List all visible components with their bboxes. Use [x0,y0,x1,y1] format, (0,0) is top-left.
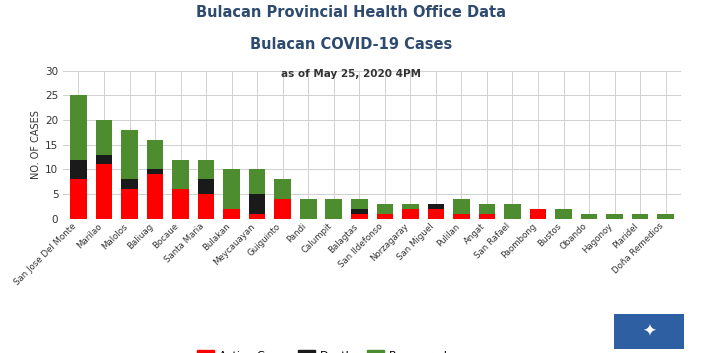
Bar [479,214,495,219]
Bar [95,164,112,219]
Bar [657,214,674,219]
Bar [70,179,87,219]
Bar [95,155,112,164]
Bar [530,209,546,219]
Bar [198,194,214,219]
Bar [147,169,164,174]
Bar [274,199,291,219]
Bar [249,214,265,219]
Bar [351,214,368,219]
Bar [172,189,189,219]
Bar [453,199,470,214]
Bar [428,209,444,219]
Bar [274,179,291,199]
Text: Bulacan Provincial Health Office Data: Bulacan Provincial Health Office Data [196,5,506,20]
Bar [453,214,470,219]
Bar [402,209,418,219]
Text: ✦: ✦ [642,323,656,341]
Bar [632,214,649,219]
Bar [428,204,444,209]
Bar [402,204,418,209]
Bar [555,209,572,219]
Bar [223,209,240,219]
Bar [147,174,164,219]
Bar [376,214,393,219]
Bar [95,120,112,155]
Text: as of May 25, 2020 4PM: as of May 25, 2020 4PM [281,69,421,79]
Bar [198,160,214,179]
Y-axis label: NO. OF CASES: NO. OF CASES [31,110,41,179]
Bar [581,214,597,219]
Bar [70,95,87,160]
Bar [70,160,87,179]
Legend: Active Case, Death, Recovered: Active Case, Death, Recovered [192,346,453,353]
Bar [326,199,342,219]
Bar [504,204,521,219]
Bar [300,199,317,219]
Bar [351,209,368,214]
Bar [147,140,164,169]
Bar [198,179,214,194]
Bar [479,204,495,214]
Bar [121,179,138,189]
Bar [223,169,240,209]
Bar [249,194,265,214]
Bar [351,199,368,209]
Bar [121,130,138,179]
Bar [172,160,189,189]
Bar [607,214,623,219]
Text: Bulacan COVID-19 Cases: Bulacan COVID-19 Cases [250,37,452,52]
Bar [249,169,265,194]
Bar [376,204,393,214]
Bar [121,189,138,219]
